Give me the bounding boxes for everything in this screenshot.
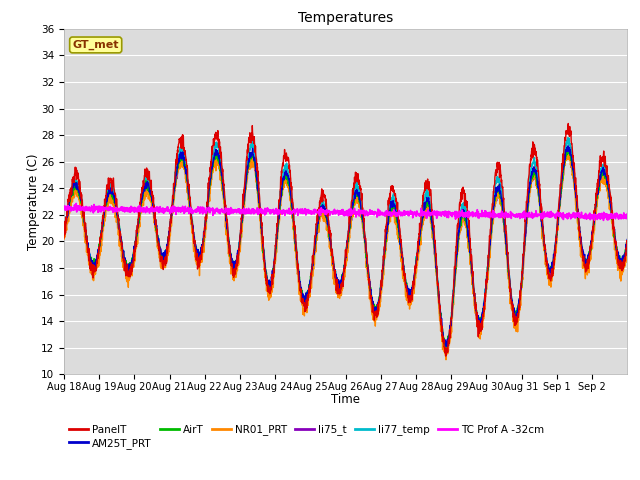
Y-axis label: Temperature (C): Temperature (C) [27,153,40,250]
Text: GT_met: GT_met [72,40,119,50]
Title: Temperatures: Temperatures [298,11,393,25]
Legend: PanelT, AM25T_PRT, AirT, NR01_PRT, li75_t, li77_temp, TC Prof A -32cm: PanelT, AM25T_PRT, AirT, NR01_PRT, li75_… [69,424,545,449]
X-axis label: Time: Time [331,394,360,407]
